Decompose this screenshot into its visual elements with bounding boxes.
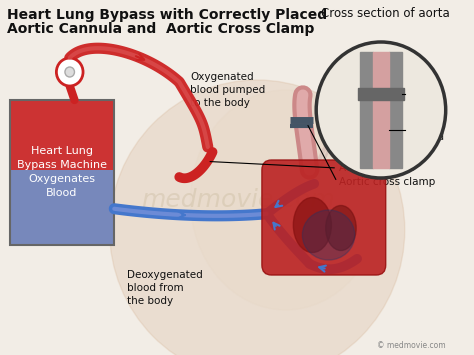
Text: Aortic cross clamp: Aortic cross clamp (339, 177, 435, 187)
Text: © medmovie.com: © medmovie.com (377, 341, 446, 350)
Ellipse shape (293, 197, 331, 252)
Text: Cross section of aorta: Cross section of aorta (321, 7, 450, 20)
Text: Aortic
cross
clamp: Aortic cross clamp (406, 75, 433, 105)
Bar (9, 100, 114, 170)
Text: Heart Lung Bypass with Correctly Placed: Heart Lung Bypass with Correctly Placed (7, 8, 327, 22)
Text: Fully
clamped
aorta: Fully clamped aorta (406, 122, 445, 154)
Text: Heart Lung
Bypass Machine
Oxygenates
Blood: Heart Lung Bypass Machine Oxygenates Blo… (17, 147, 107, 198)
Ellipse shape (302, 210, 355, 260)
Bar (358, 88, 404, 100)
Circle shape (316, 42, 446, 178)
Text: Aortic cannula: Aortic cannula (339, 163, 414, 173)
Circle shape (56, 58, 83, 86)
Text: Deoxygenated
blood from
the body: Deoxygenated blood from the body (127, 270, 202, 306)
Bar (9, 170, 114, 245)
Ellipse shape (326, 206, 356, 251)
Circle shape (65, 67, 74, 77)
Ellipse shape (191, 90, 381, 310)
Text: Aortic Cannula and  Aortic Cross Clamp: Aortic Cannula and Aortic Cross Clamp (7, 22, 314, 36)
Ellipse shape (109, 80, 405, 355)
Bar (374, 52, 389, 168)
Text: Oxygenated
blood pumped
to the body: Oxygenated blood pumped to the body (191, 72, 266, 108)
Bar (360, 52, 374, 168)
Text: medmovie.com: medmovie.com (141, 188, 335, 212)
FancyBboxPatch shape (262, 160, 386, 275)
Bar (9, 100, 114, 245)
Bar (389, 52, 402, 168)
